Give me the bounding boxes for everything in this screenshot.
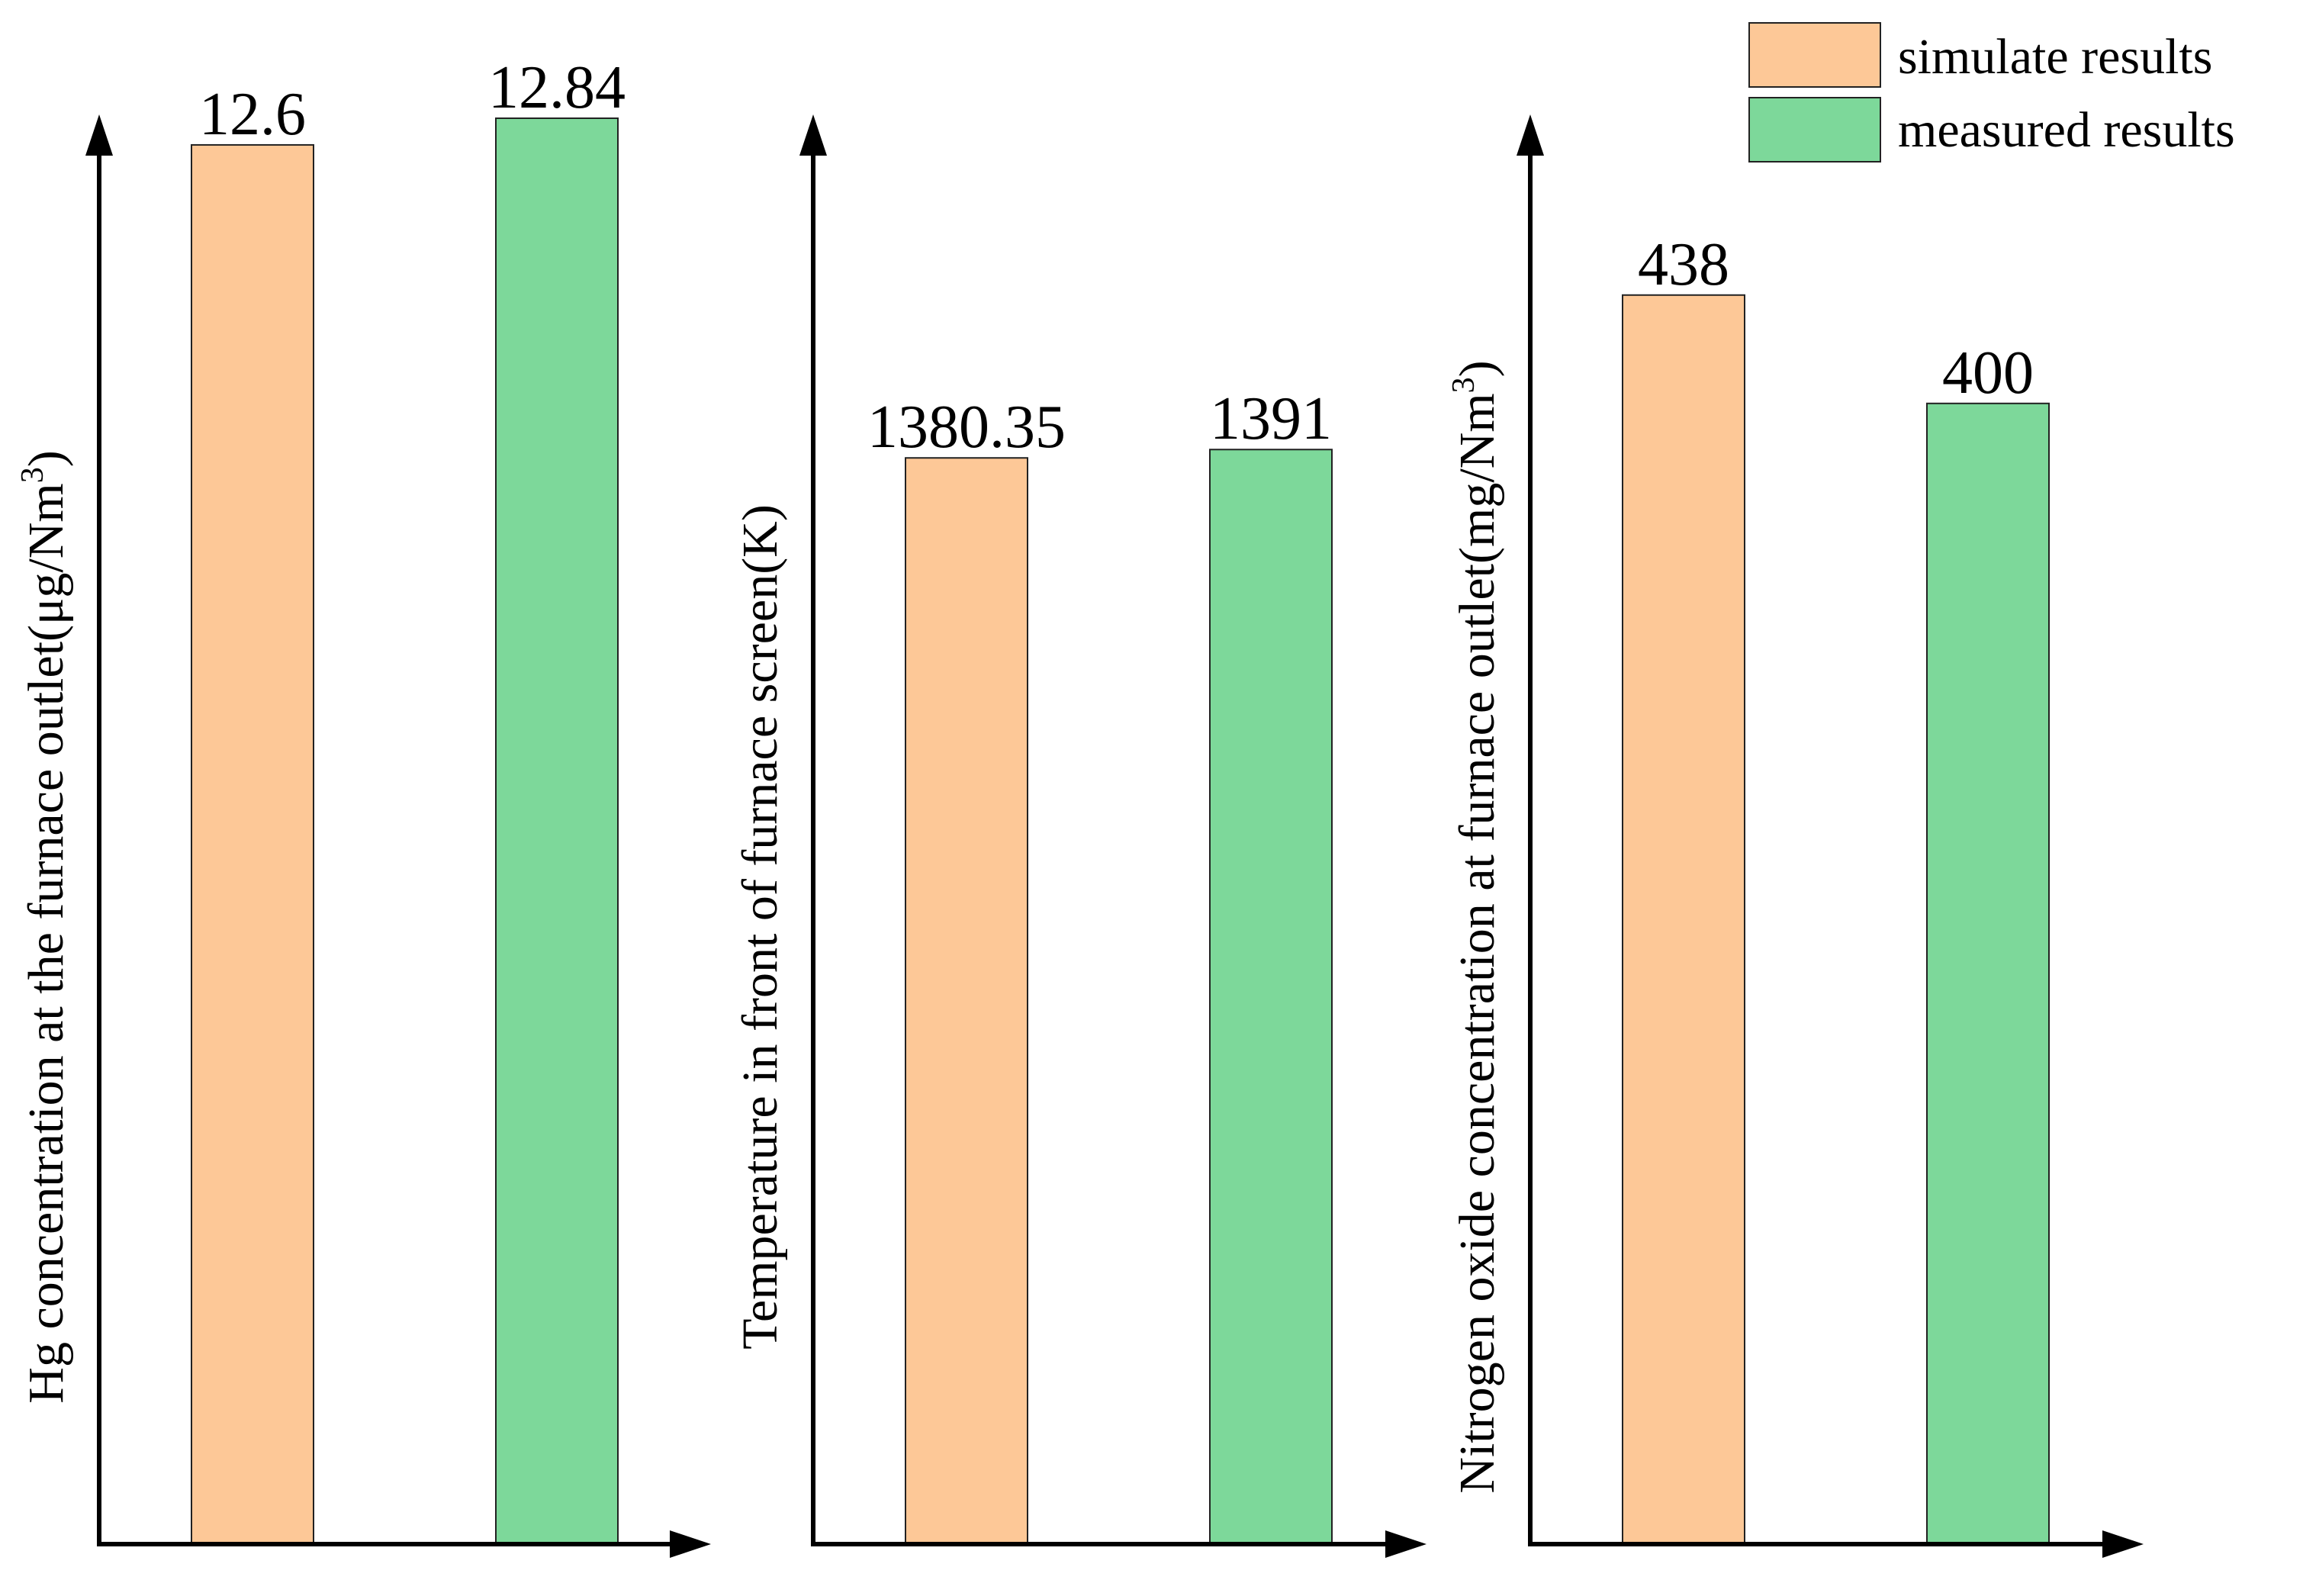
panel-2-value-label-measured: 1391 bbox=[1210, 385, 1332, 452]
panel-2-x-axis-arrow bbox=[1385, 1530, 1427, 1558]
panel-2-bar-simulate bbox=[905, 457, 1028, 1545]
panel-1-ylabel: Hg concentration at the furnace outlet(μ… bbox=[15, 450, 74, 1403]
legend-label-measured: measured results bbox=[1898, 102, 2235, 158]
legend: simulate results measured results bbox=[1748, 22, 2235, 162]
panel-nitrogen-oxide: Nitrogen oxide concentration at furnace … bbox=[1446, 114, 2144, 1558]
panel-1-value-label-simulate: 12.6 bbox=[199, 81, 306, 148]
panel-1-bar-simulate bbox=[191, 143, 314, 1546]
panel-hg: Hg concentration at the furnace outlet(μ… bbox=[15, 54, 711, 1558]
panel-1-x-axis-arrow bbox=[670, 1530, 711, 1558]
panel-2-y-axis-arrow bbox=[799, 114, 827, 156]
panel-3-value-label-simulate: 438 bbox=[1638, 231, 1729, 298]
panel-3-ylabel: Nitrogen oxide concentration at furnace … bbox=[1446, 360, 1505, 1493]
legend-swatch-simulate bbox=[1748, 22, 1881, 88]
panel-2-ylabel: Temperature in front of furnace screen(K… bbox=[732, 504, 788, 1350]
legend-label-simulate: simulate results bbox=[1898, 29, 2212, 85]
panel-2-bar-measured bbox=[1209, 449, 1333, 1545]
panel-3-y-axis-arrow bbox=[1517, 114, 1544, 156]
panel-1-bar-measured bbox=[495, 117, 619, 1545]
panel-temperature: Temperature in front of furnace screen(K… bbox=[732, 114, 1427, 1558]
panel-3-bar-simulate bbox=[1622, 294, 1745, 1546]
panel-1-value-label-measured: 12.84 bbox=[488, 54, 626, 121]
panel-3-x-axis-arrow bbox=[2102, 1530, 2144, 1558]
legend-swatch-measured bbox=[1748, 97, 1881, 162]
panel-1-y-axis-arrow bbox=[85, 114, 113, 156]
panel-3-value-label-measured: 400 bbox=[1942, 339, 2034, 407]
panel-3-bar-measured bbox=[1926, 402, 2050, 1545]
panel-2-value-label-simulate: 1380.35 bbox=[867, 394, 1066, 461]
